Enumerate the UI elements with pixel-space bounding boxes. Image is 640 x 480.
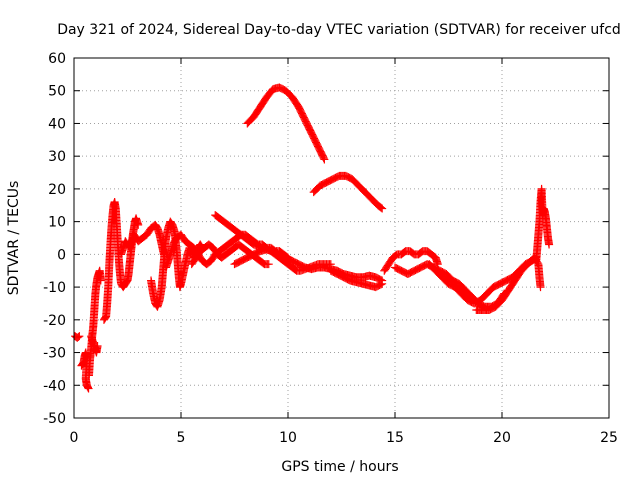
data-point-marker bbox=[378, 204, 387, 213]
y-tick-label: 40 bbox=[48, 116, 66, 132]
y-tick-label: 20 bbox=[48, 182, 66, 198]
y-tick-label: -20 bbox=[43, 313, 66, 329]
y-tick-label: 30 bbox=[48, 149, 66, 165]
data-points bbox=[71, 83, 554, 393]
data-point-marker bbox=[319, 154, 328, 163]
y-tick-label: -40 bbox=[43, 378, 66, 394]
x-tick-label: 20 bbox=[493, 430, 511, 446]
data-point-marker bbox=[74, 333, 83, 341]
data-point-marker bbox=[545, 240, 554, 249]
y-tick-label: 10 bbox=[48, 215, 66, 231]
y-tick-label: 60 bbox=[48, 51, 66, 67]
data-point-marker bbox=[96, 276, 105, 285]
y-tick-label: 0 bbox=[57, 247, 66, 263]
data-point-marker bbox=[264, 260, 273, 269]
data-point-marker bbox=[399, 248, 408, 257]
data-point-marker bbox=[93, 342, 102, 350]
x-tick-labels: 0 5 10 15 20 25 bbox=[70, 430, 618, 446]
y-tick-label: -30 bbox=[43, 346, 66, 362]
x-tick-label: 15 bbox=[386, 430, 404, 446]
plot-frame bbox=[73, 57, 610, 419]
data-point-marker bbox=[100, 314, 109, 323]
data-point-marker bbox=[416, 248, 425, 257]
data-point-marker bbox=[75, 332, 84, 341]
y-tick-label: -10 bbox=[43, 280, 66, 296]
x-tick-label: 0 bbox=[70, 430, 79, 446]
axis-ticks bbox=[73, 57, 610, 419]
data-point-marker bbox=[376, 280, 385, 289]
y-tick-labels: -50 -40 -30 -20 -10 0 10 20 30 40 50 60 bbox=[43, 51, 66, 427]
x-tick-label: 5 bbox=[177, 430, 186, 446]
data-point-marker bbox=[84, 384, 93, 393]
data-point-marker bbox=[377, 203, 386, 212]
data-point-marker bbox=[134, 220, 143, 229]
y-tick-label: -50 bbox=[43, 411, 66, 427]
x-axis-label: GPS time / hours bbox=[281, 459, 398, 475]
x-tick-label: 25 bbox=[600, 430, 618, 446]
data-point-marker bbox=[320, 155, 329, 164]
data-point-marker bbox=[408, 248, 417, 257]
y-axis-label: SDTVAR / TECUs bbox=[6, 181, 22, 296]
data-point-marker bbox=[536, 283, 545, 292]
data-point-marker bbox=[378, 279, 387, 288]
y-tick-label: 50 bbox=[48, 84, 66, 100]
chart-title: Day 321 of 2024, Sidereal Day-to-day VTE… bbox=[57, 22, 621, 38]
x-tick-label: 10 bbox=[279, 430, 297, 446]
grid-lines bbox=[74, 58, 609, 418]
